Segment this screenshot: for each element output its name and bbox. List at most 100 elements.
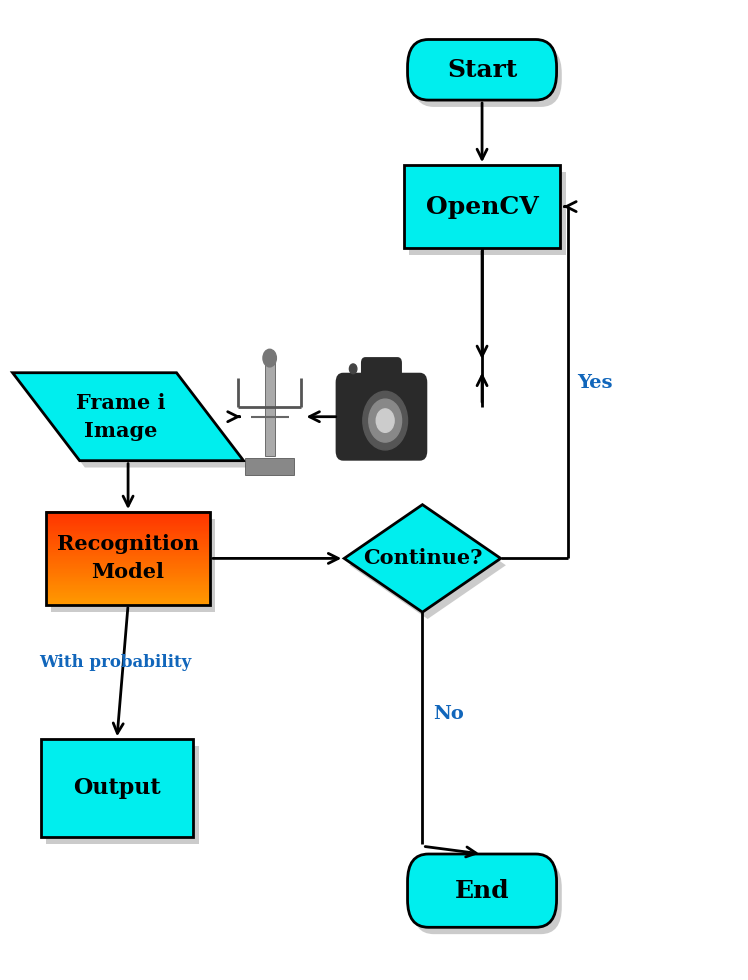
FancyBboxPatch shape [413,46,562,107]
Bar [46,511,210,514]
Bar [46,548,210,551]
Polygon shape [344,505,500,612]
Bar [46,538,210,540]
Bar [46,520,210,522]
Bar [46,528,210,530]
Bar [46,746,198,844]
Bar [46,578,210,580]
Bar [46,580,210,583]
Bar [46,521,210,523]
Bar [46,514,210,516]
Bar [46,591,210,593]
Bar [46,557,210,559]
Text: End: End [455,879,509,903]
Text: With probability: With probability [39,654,191,670]
Bar [46,536,210,539]
Bar [46,519,210,521]
Bar [46,577,210,579]
Circle shape [376,409,394,432]
Bar [46,584,210,586]
Bar [46,570,210,572]
Bar [46,563,210,564]
Polygon shape [13,372,244,461]
Bar [46,596,210,598]
Bar [46,601,210,603]
Bar [46,525,210,527]
Bar [46,569,210,571]
Bar [46,551,210,553]
Bar [46,582,210,584]
Bar [46,602,210,604]
Bar [46,539,210,541]
Bar [46,515,210,517]
Bar [46,572,210,574]
Bar [46,514,210,515]
Bar [46,529,210,532]
Bar [46,560,210,562]
Bar [46,564,210,565]
Bar [46,533,210,535]
Text: OpenCV: OpenCV [426,195,539,219]
Bar [46,523,210,526]
Bar [46,547,210,549]
Circle shape [369,399,402,442]
Polygon shape [18,379,249,467]
Text: Start: Start [447,58,517,81]
Bar [46,516,210,519]
Bar [46,532,210,534]
Polygon shape [349,512,506,619]
Bar [46,598,210,600]
Bar [46,518,210,520]
Bar [267,353,273,363]
Bar [46,567,210,570]
Bar [46,522,210,524]
Circle shape [263,349,276,367]
Bar [46,545,210,547]
Bar [46,588,210,590]
Bar [46,552,210,554]
Bar [46,546,210,548]
Bar [46,565,210,567]
Bar [46,603,210,605]
Text: No: No [434,705,465,722]
Bar [46,589,210,591]
Bar [46,553,210,555]
FancyBboxPatch shape [408,39,557,100]
Text: Frame i
Image: Frame i Image [76,393,165,441]
Bar [46,540,210,542]
Bar [46,586,210,589]
Circle shape [349,364,357,373]
Text: Recognition
Model: Recognition Model [57,534,199,582]
Bar [46,527,210,529]
Bar [46,535,210,537]
Bar [46,542,210,545]
Bar [46,555,210,558]
FancyBboxPatch shape [361,357,402,378]
FancyBboxPatch shape [413,860,562,934]
Bar [46,597,210,599]
Bar [46,594,210,596]
Bar [46,541,210,543]
Bar [46,550,210,552]
Bar [46,554,210,556]
Bar [46,513,210,514]
Bar [46,561,210,564]
Bar [46,526,210,528]
Text: Yes: Yes [577,373,612,391]
Bar [46,566,210,568]
Bar [46,559,210,561]
Bar [46,576,210,578]
Bar [46,564,210,566]
Bar [46,544,210,546]
Bar [46,571,210,573]
Bar [46,575,210,577]
Bar [404,165,560,248]
Bar [52,518,215,612]
Bar [46,592,210,595]
Bar [40,739,193,837]
Bar [46,534,210,536]
Bar [46,583,210,585]
Bar [46,558,210,560]
Bar [46,531,210,533]
Bar [409,172,565,255]
